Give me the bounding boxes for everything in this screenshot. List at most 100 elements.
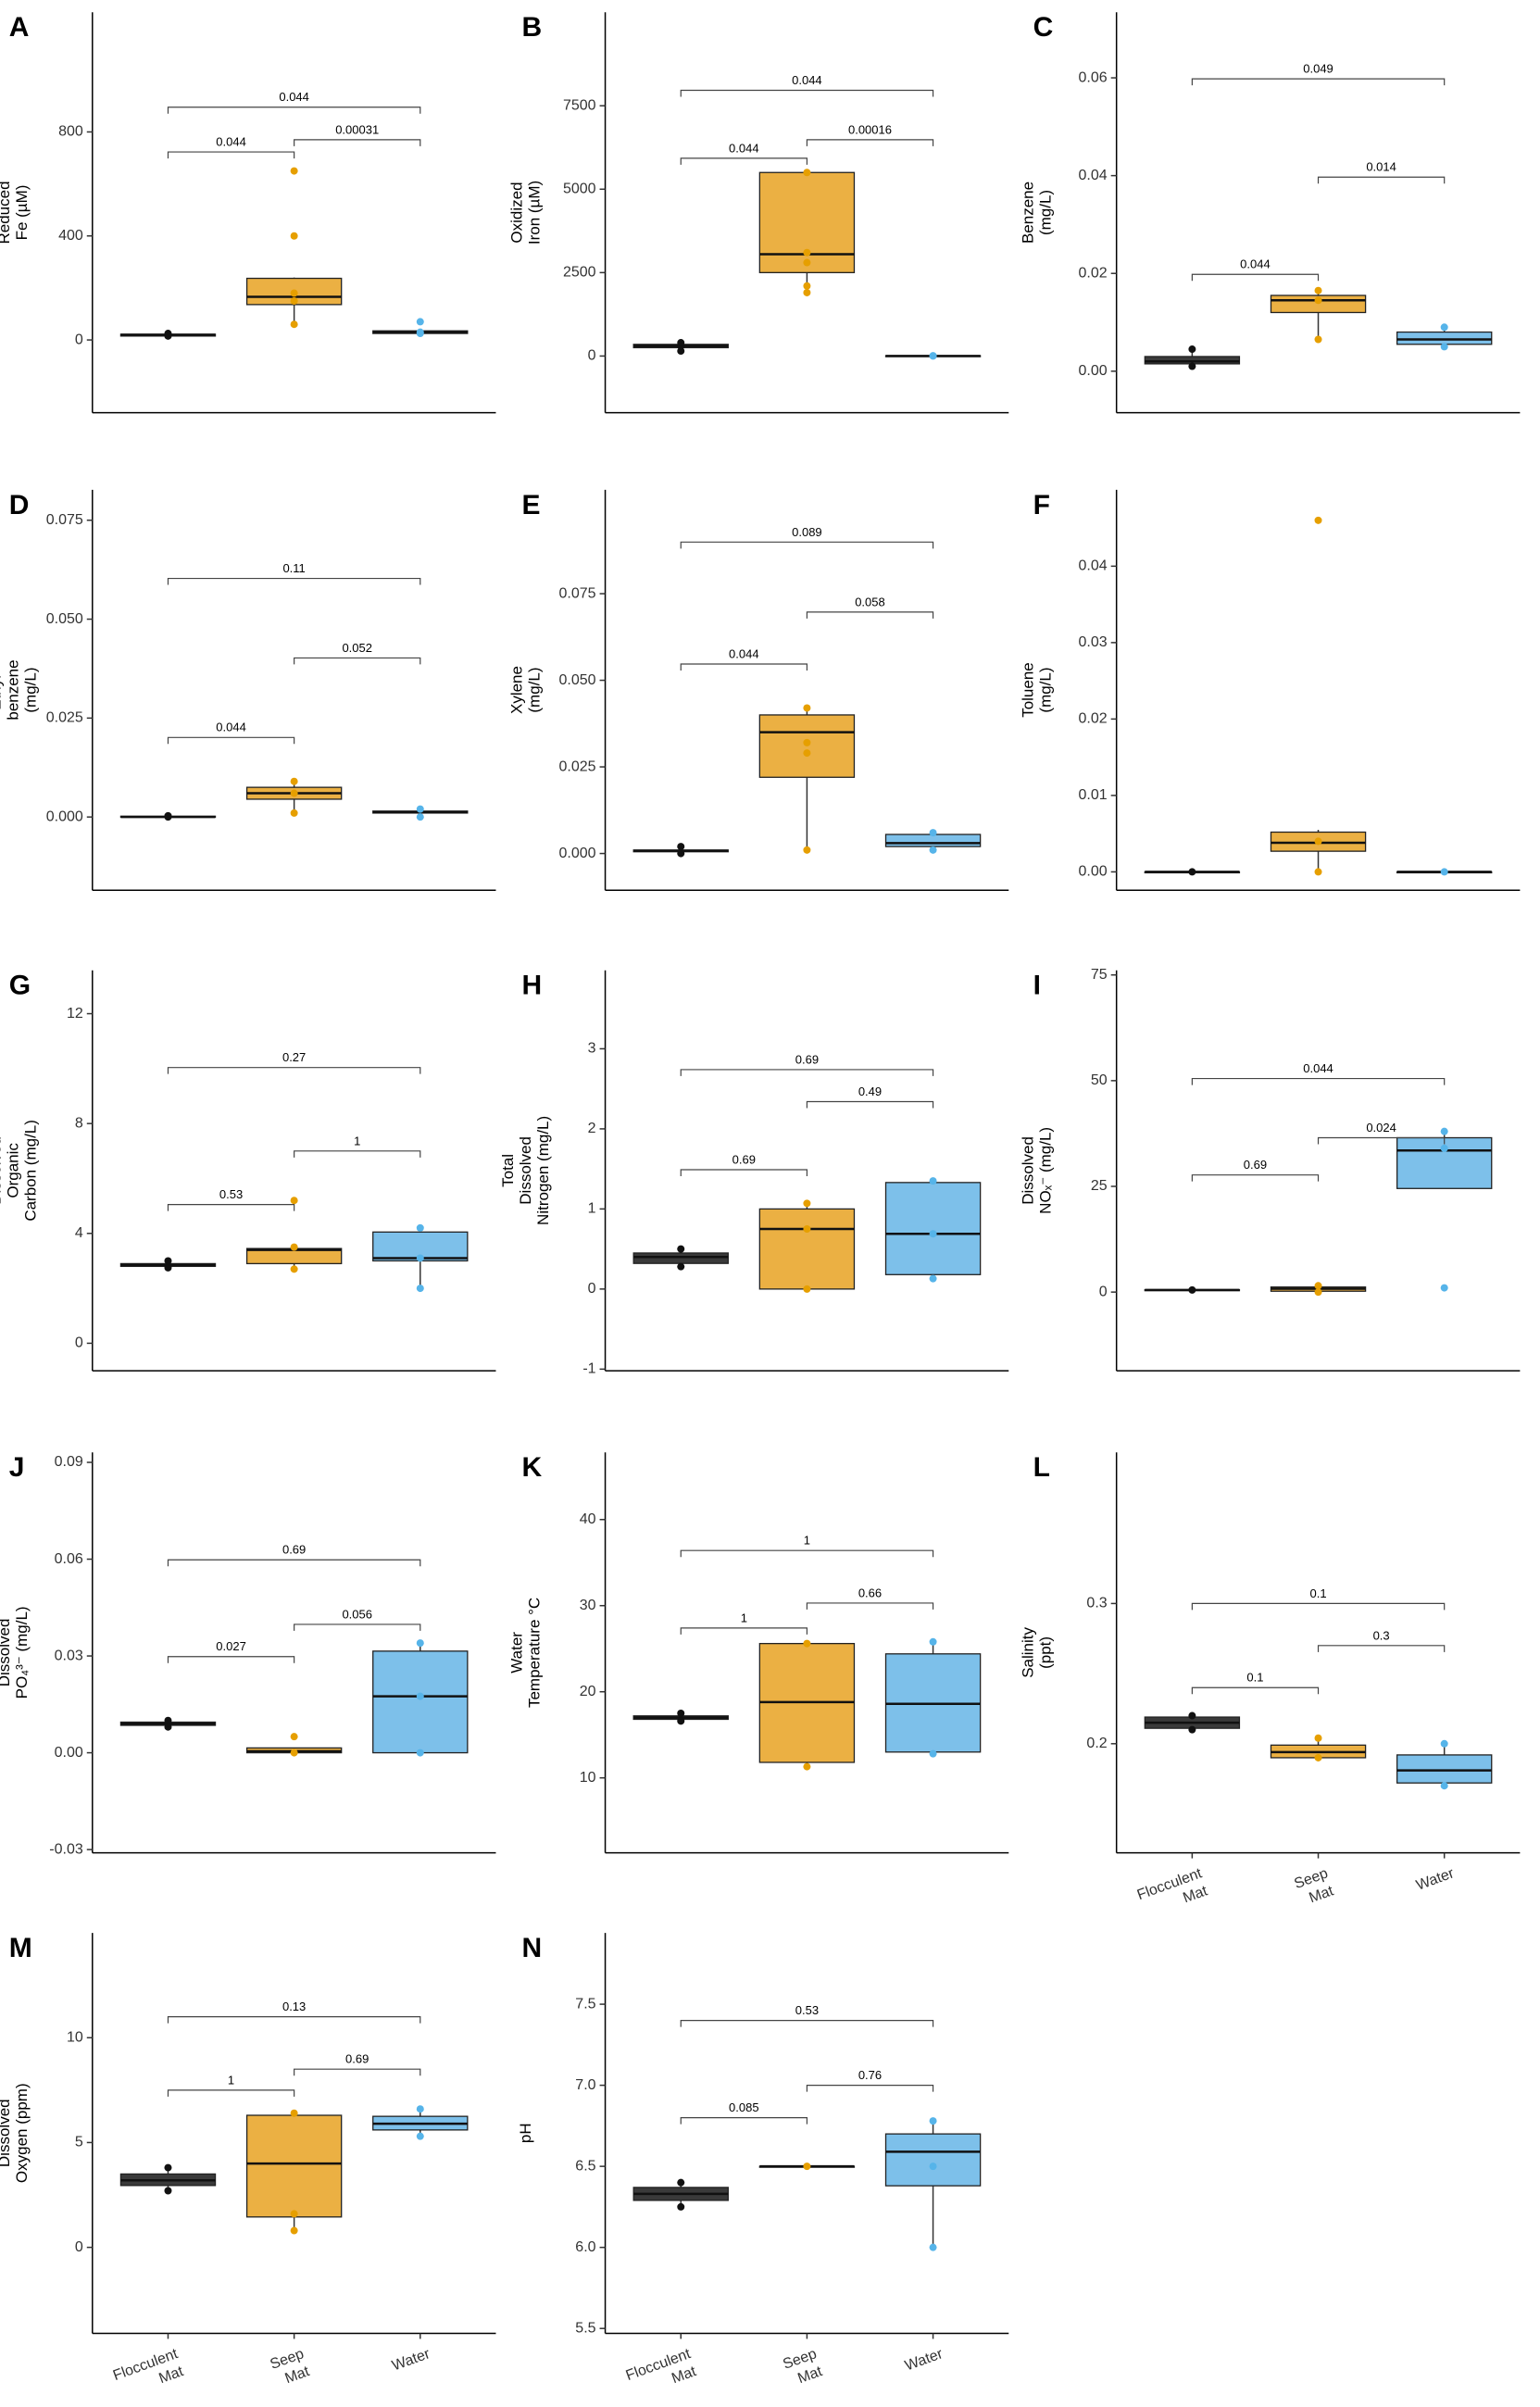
y-axis-label: Toluene [1020, 662, 1037, 718]
data-point [677, 849, 685, 858]
y-tick-label: 0.00 [1079, 864, 1108, 880]
data-point [1188, 1725, 1196, 1734]
y-axis-label: Salinity [1020, 1627, 1037, 1678]
comparison-bracket [680, 2019, 934, 2027]
y-axis-label: Ethyl- [0, 670, 4, 709]
p-value: 0.76 [858, 2068, 882, 2082]
data-point [677, 1709, 685, 1717]
comparison-bracket [294, 657, 421, 665]
p-value: 1 [804, 1534, 810, 1548]
data-point [416, 813, 424, 821]
p-value: 0.044 [792, 73, 822, 87]
p-value: 0.085 [729, 2100, 759, 2114]
panel-letter: I [1033, 971, 1041, 1001]
p-value: 0.69 [795, 1052, 819, 1066]
data-point [1440, 1144, 1448, 1152]
y-axis-label: Dissolved [0, 1619, 13, 1687]
y-tick-label: 0.3 [1086, 1596, 1107, 1611]
panel-letter: F [1033, 490, 1050, 520]
y-axis-label: PO₄³⁻ (mg/L) [13, 1606, 31, 1699]
y-tick-label: 0 [588, 348, 596, 364]
data-point [290, 1749, 298, 1757]
p-value: 0.1 [1309, 1586, 1326, 1600]
y-tick-label: 0.06 [1079, 69, 1108, 85]
panel-letter: G [9, 971, 31, 1001]
data-point [677, 1717, 685, 1725]
y-tick-label: 0.025 [559, 758, 596, 774]
data-point [803, 1225, 811, 1234]
comparison-bracket [680, 1549, 934, 1558]
y-tick-label: 0.09 [55, 1454, 83, 1470]
data-point [1440, 1782, 1448, 1790]
panel-letter: B [522, 12, 543, 43]
comparison-bracket [1191, 78, 1446, 86]
comparison-bracket [806, 1602, 934, 1610]
box [758, 171, 856, 274]
data-point [1314, 296, 1322, 305]
data-point [1314, 868, 1322, 876]
comparison-bracket [167, 1067, 421, 1074]
p-value: 0.044 [216, 721, 246, 734]
data-point [416, 1749, 424, 1757]
p-value: 0.66 [858, 1586, 882, 1599]
comparison-bracket [1317, 176, 1446, 184]
p-value: 0.027 [216, 1639, 246, 1653]
data-point [290, 777, 298, 785]
data-point [677, 843, 685, 851]
x-tick-label: Water [903, 2346, 945, 2375]
box [1396, 1754, 1493, 1784]
y-tick-label: 8 [75, 1115, 83, 1131]
box [372, 1650, 469, 1754]
comparison-bracket [167, 736, 295, 745]
data-point [803, 288, 811, 296]
p-value: 0.049 [1303, 62, 1333, 76]
y-axis-label: NOₓ⁻ (mg/L) [1037, 1127, 1055, 1214]
data-point [803, 738, 811, 746]
p-value: 0.056 [342, 1607, 372, 1621]
y-tick-label: 6.0 [575, 2239, 595, 2255]
data-point [929, 829, 937, 837]
p-value: 0.11 [282, 561, 305, 575]
y-axis-label: Organic [4, 1143, 21, 1198]
data-point [164, 2163, 172, 2172]
y-tick-label: 0.075 [559, 585, 596, 601]
p-value: 0.53 [219, 1187, 243, 1201]
data-point [1314, 837, 1322, 846]
data-point [929, 1274, 937, 1283]
x-axis-title: Sample Type [761, 2405, 853, 2407]
data-point [1188, 362, 1196, 370]
comparison-bracket [680, 663, 808, 671]
data-point [677, 2202, 685, 2211]
panel-letter: E [522, 490, 541, 520]
comparison-bracket [1191, 1174, 1320, 1182]
panel-letter: A [9, 12, 30, 43]
comparison-bracket [680, 89, 934, 97]
data-point [803, 282, 811, 290]
p-value: 0.69 [282, 1543, 306, 1557]
data-point [1188, 868, 1196, 876]
data-point [290, 167, 298, 175]
y-axis-label: Xylene [508, 666, 526, 714]
data-point [929, 846, 937, 854]
data-point [929, 2243, 937, 2251]
y-tick-label: 12 [67, 1006, 83, 1022]
data-point [416, 1285, 424, 1293]
data-point [416, 1639, 424, 1648]
y-tick-label: 0.01 [1079, 787, 1108, 803]
y-tick-label: 0.02 [1079, 711, 1108, 727]
y-axis-label: Dissolved [0, 2099, 13, 2167]
p-value: 0.49 [858, 1084, 882, 1098]
data-point [290, 289, 298, 297]
y-axis-label: Dissolved [517, 1136, 534, 1205]
comparison-bracket [1317, 1645, 1446, 1652]
y-tick-label: 800 [58, 124, 83, 140]
comparison-bracket [167, 107, 421, 114]
y-axis-label: Oxygen (ppm) [13, 2083, 31, 2183]
data-point [1188, 1285, 1196, 1294]
data-point [677, 2178, 685, 2187]
data-point [803, 749, 811, 758]
y-axis-label: Total [499, 1154, 517, 1187]
comparison-bracket [806, 139, 934, 146]
data-point [929, 1177, 937, 1185]
